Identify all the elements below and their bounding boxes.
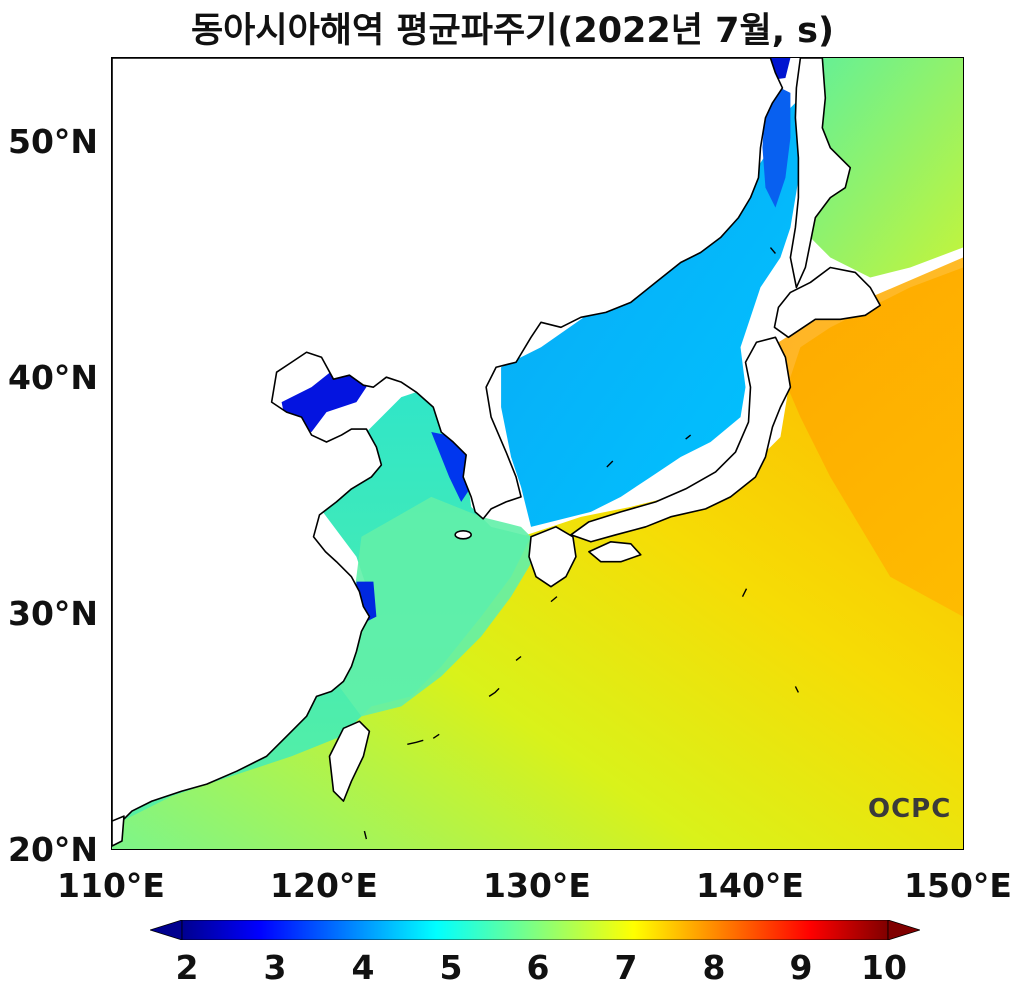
colorbar-label-7: 7 — [614, 948, 638, 987]
y-tick-30n: 30°N — [8, 594, 99, 633]
china-coast-field — [356, 581, 377, 622]
sakhalin-island — [789, 58, 852, 289]
wave-period-field — [112, 58, 963, 849]
x-tick-150e: 150°E — [904, 866, 1012, 905]
colorbar-label-8: 8 — [702, 948, 726, 987]
east-china-sea-field — [331, 496, 541, 717]
colorbar-extend-max — [887, 919, 922, 941]
colorbar-label-9: 9 — [789, 948, 813, 987]
y-tick-50n: 50°N — [8, 122, 99, 161]
hokkaido-island — [773, 266, 881, 339]
colorbar-label-5: 5 — [439, 948, 463, 987]
x-tick-140e: 140°E — [696, 866, 804, 905]
jeju-island — [454, 530, 472, 540]
x-tick-110e: 110°E — [57, 866, 165, 905]
colorbar-label-3: 3 — [263, 948, 287, 987]
kyushu-island — [528, 526, 577, 588]
y-tick-40n: 40°N — [8, 358, 99, 397]
shikoku-island — [588, 540, 642, 563]
ocpc-logo: OCPC — [868, 794, 952, 824]
y-tick-20n: 20°N — [8, 830, 99, 869]
okhotsk-field — [800, 58, 963, 278]
map-title: 동아시아해역 평균파주기(2022년 7월, s) — [190, 11, 835, 51]
colorbar — [148, 919, 922, 941]
leizhou-land — [112, 815, 125, 847]
colorbar-extend-min — [148, 919, 183, 941]
x-tick-120e: 120°E — [270, 866, 378, 905]
colorbar-label-6: 6 — [526, 948, 550, 987]
kuroshio-band — [770, 257, 963, 617]
colorbar-label-10: 10 — [861, 948, 907, 987]
colorbar-gradient — [181, 919, 889, 941]
tatar-strait-field — [762, 87, 791, 208]
map-area — [111, 57, 964, 850]
colorbar-label-2: 2 — [175, 948, 199, 987]
small-islands — [363, 247, 800, 840]
taiwan-island — [328, 720, 371, 802]
honshu-island — [570, 336, 792, 543]
colorbar-label-4: 4 — [351, 948, 375, 987]
asian-continent-land — [112, 58, 784, 837]
bohai-sea-field — [281, 362, 367, 433]
x-tick-130e: 130°E — [483, 866, 591, 905]
